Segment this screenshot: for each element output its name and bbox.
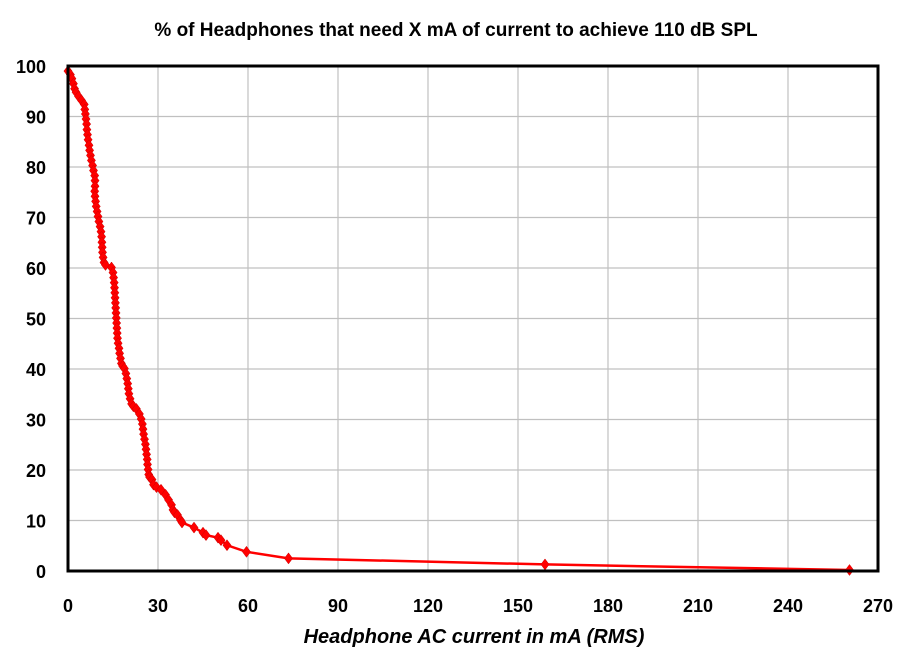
y-tick-label: 50	[26, 310, 46, 330]
x-axis-ticks: 0 30 60 90 120 150 180 210 240 270	[63, 596, 893, 616]
chart-title: % of Headphones that need X mA of curren…	[154, 20, 758, 41]
data-point	[222, 539, 232, 552]
x-tick-label: 240	[773, 596, 803, 616]
data-point	[201, 529, 211, 542]
y-axis-ticks: 0 10 20 30 40 50 60 70 80 90 100	[16, 57, 46, 582]
data-point	[216, 534, 226, 547]
x-tick-label: 270	[863, 596, 893, 616]
data-point	[242, 545, 251, 558]
data-point	[177, 516, 187, 529]
gridlines	[67, 65, 879, 572]
y-tick-label: 80	[26, 158, 46, 178]
x-axis-label: Headphone AC current in mA (RMS)	[304, 626, 645, 648]
y-tick-label: 10	[26, 512, 46, 532]
x-tick-label: 120	[413, 596, 443, 616]
y-tick-label: 40	[26, 360, 46, 380]
y-tick-label: 30	[26, 411, 46, 431]
x-tick-label: 60	[238, 596, 258, 616]
x-tick-label: 180	[593, 596, 623, 616]
data-point	[284, 552, 293, 565]
y-tick-label: 100	[16, 57, 46, 77]
plot-frame	[66, 64, 880, 573]
data-point	[189, 521, 199, 534]
x-tick-label: 0	[63, 596, 73, 616]
data-point	[540, 558, 550, 571]
x-tick-label: 90	[328, 596, 348, 616]
series-line	[66, 70, 850, 572]
y-tick-label: 20	[26, 461, 46, 481]
y-tick-label: 60	[26, 259, 46, 279]
y-tick-label: 0	[36, 562, 46, 582]
x-tick-label: 150	[503, 596, 533, 616]
x-tick-label: 210	[683, 596, 713, 616]
y-tick-label: 90	[26, 108, 46, 128]
y-tick-label: 70	[26, 209, 46, 229]
data-series	[63, 65, 854, 576]
x-tick-label: 30	[148, 596, 168, 616]
